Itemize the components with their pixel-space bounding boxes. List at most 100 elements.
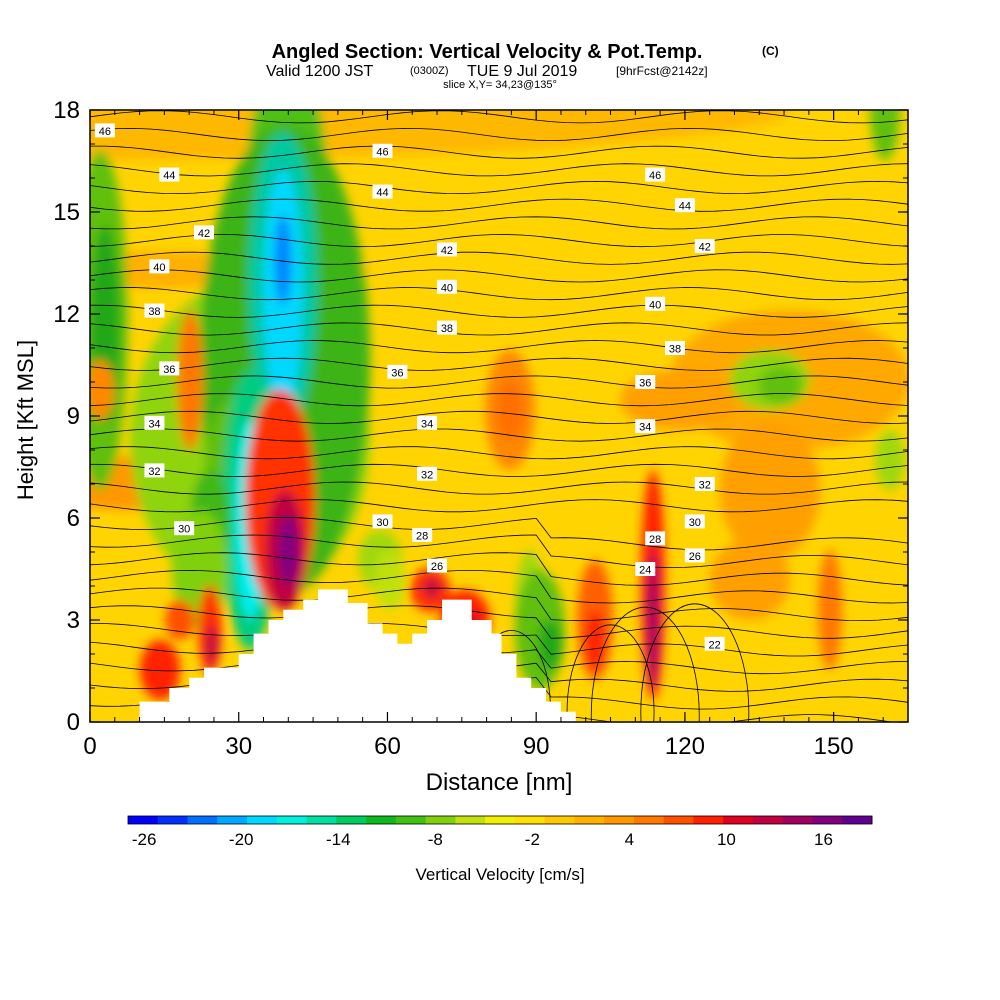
x-tick-label: 60	[374, 733, 401, 760]
valid-time-label: Valid 1200 JST	[266, 63, 374, 80]
contour-label: 28	[416, 531, 428, 543]
contour-label: 46	[99, 126, 111, 138]
y-tick-label: 12	[53, 301, 80, 328]
y-tick-label: 6	[67, 505, 80, 532]
colorbar-swatch	[187, 816, 218, 824]
colorbar-swatch	[752, 816, 784, 824]
contour-label-box	[694, 239, 715, 253]
contour-label-box	[417, 466, 438, 481]
colorbar-swatch	[217, 816, 248, 824]
theta-contour-line	[90, 322, 908, 336]
colorbar-swatch	[633, 816, 665, 824]
theta-contour-line	[90, 499, 908, 513]
colorbar-swatch	[485, 816, 516, 824]
contour-label-box	[674, 198, 695, 213]
contour-label: 40	[153, 262, 165, 274]
title-mark: (C)	[762, 44, 779, 58]
velocity-region-51	[496, 380, 524, 440]
colorbar-swatch	[425, 816, 456, 824]
colorbar-swatch	[693, 816, 724, 824]
colorbar-label: Vertical Velocity [cm/s]	[415, 865, 584, 884]
theta-contour-line	[90, 534, 908, 569]
colorbar-swatch	[455, 816, 486, 824]
colorbar-tick-label: -14	[326, 830, 351, 849]
velocity-region-39	[140, 640, 180, 700]
y-axis-label: Height [Kft MSL]	[13, 340, 38, 500]
x-axis-label: Distance [nm]	[426, 769, 573, 796]
contour-label: 46	[376, 146, 388, 158]
contour-label-box	[704, 636, 725, 651]
colorbar-frame	[127, 815, 873, 825]
theta-contour-line	[90, 357, 908, 371]
theta-contour-line	[90, 216, 908, 230]
contour-label-box	[684, 514, 705, 529]
utc-time-label: (0300Z)	[410, 65, 449, 77]
theta-contour-line	[90, 463, 908, 477]
contour-label-box	[645, 167, 666, 182]
theta-contour-line	[90, 605, 908, 639]
contour-label: 44	[376, 187, 388, 199]
contour-label-box	[635, 562, 656, 576]
contour-label-box	[94, 123, 115, 138]
y-tick-label: 3	[67, 607, 80, 634]
contour-label-box	[635, 419, 656, 434]
theta-contour-line	[90, 145, 908, 159]
theta-contour-line	[90, 163, 908, 177]
theta-contour-line	[90, 393, 908, 407]
velocity-region-27	[538, 620, 562, 670]
colorbar-swatch	[157, 816, 189, 824]
velocity-region-36	[278, 515, 298, 585]
contour-label: 44	[163, 170, 175, 182]
contour-label: 22	[709, 639, 721, 651]
theta-contour-line	[90, 198, 908, 212]
theta-contour-line	[90, 304, 908, 318]
colorbar-swatch	[276, 816, 308, 824]
colorbar-swatch	[574, 816, 605, 824]
x-tick-label: 150	[814, 733, 854, 760]
colorbar	[127, 815, 873, 825]
theta-contour-line	[90, 446, 908, 460]
contour-label: 42	[198, 228, 210, 240]
velocity-region-40	[165, 600, 195, 640]
colorbar-tick-label: 4	[625, 830, 634, 849]
velocity-region-17	[275, 215, 291, 305]
theta-contour-line	[90, 516, 908, 551]
contour-label-box	[417, 415, 438, 430]
colorbar-swatch	[336, 816, 367, 824]
colorbar-tick-label: 16	[814, 830, 833, 849]
theta-contour-line	[590, 606, 700, 722]
contour-label-box	[427, 558, 448, 573]
slice-label: slice X,Y= 34,23@135°	[443, 79, 557, 91]
forecast-label: [9hrFcst@2142z]	[616, 64, 708, 78]
theta-contour-line	[90, 428, 908, 442]
contour-label: 34	[148, 418, 160, 430]
contour-label: 32	[421, 469, 433, 481]
contour-label-box	[159, 167, 180, 182]
colorbar-swatch	[663, 816, 694, 824]
contour-label-box	[372, 184, 393, 199]
colorbar-swatch	[544, 816, 575, 824]
x-tick-label: 90	[523, 733, 550, 760]
contour-label: 40	[649, 299, 661, 311]
colorbar-swatch	[366, 816, 397, 824]
contour-label-box	[144, 303, 165, 318]
velocity-region-29	[758, 367, 802, 403]
velocity-region-46	[585, 610, 605, 670]
contour-label-box	[436, 320, 457, 335]
contour-label: 24	[639, 565, 651, 577]
contour-label: 36	[163, 364, 175, 376]
contour-label: 26	[431, 561, 443, 573]
colorbar-swatch	[514, 816, 546, 824]
contour-label: 40	[441, 282, 453, 294]
theta-contour-line	[90, 233, 908, 248]
y-tick-label: 18	[53, 97, 80, 124]
contour-label-box	[412, 528, 433, 542]
theta-contour-line	[90, 127, 908, 142]
y-tick-label: 15	[53, 199, 80, 226]
colorbar-tick-label: -20	[229, 830, 254, 849]
date-label: TUE 9 Jul 2019	[467, 63, 577, 80]
contour-label: 38	[669, 344, 681, 356]
contour-label-box	[664, 341, 685, 355]
contour-labels: 46 46 46 44 44 44 42 42 42 40 40 40 38 38 38 36 36 36 34 34…	[94, 123, 725, 651]
